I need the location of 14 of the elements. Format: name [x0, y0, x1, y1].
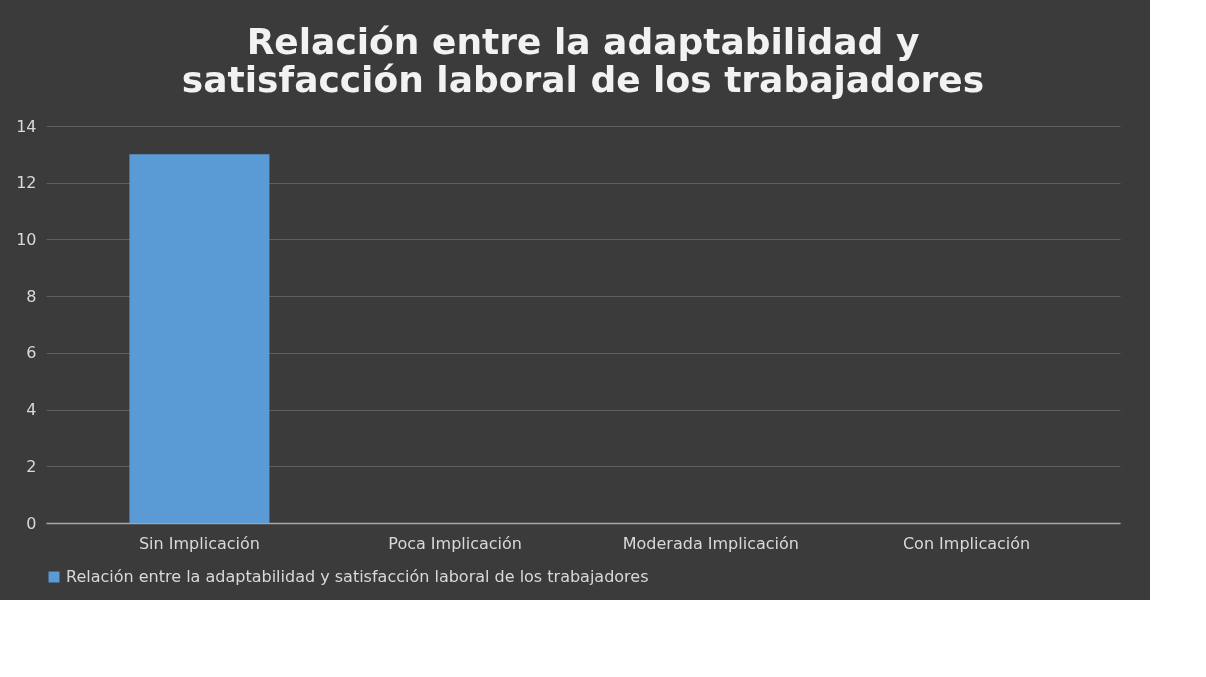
y-tick-label: 0: [26, 513, 37, 533]
y-tick-label: 14: [16, 116, 37, 136]
chart-title: Relación entre la adaptabilidad y satisfacción laboral de los trabajadores: [181, 21, 985, 100]
x-tick-label: Sin Implicación: [138, 533, 260, 553]
x-tick-label: Poca Implicación: [388, 533, 522, 553]
y-tick-label: 12: [16, 173, 37, 193]
y-tick-label: 2: [26, 456, 37, 476]
y-tick-label: 8: [26, 286, 37, 306]
y-tick-label: 6: [26, 343, 37, 363]
y-tick-label: 10: [16, 229, 37, 249]
x-tick-label: Moderada Implicación: [622, 533, 799, 553]
legend-label: Relación entre la adaptabilidad y satisfacción laboral de los trabajadores: [66, 567, 649, 586]
x-tick-label: Con Implicación: [902, 533, 1031, 553]
y-tick-label: 4: [26, 400, 37, 420]
